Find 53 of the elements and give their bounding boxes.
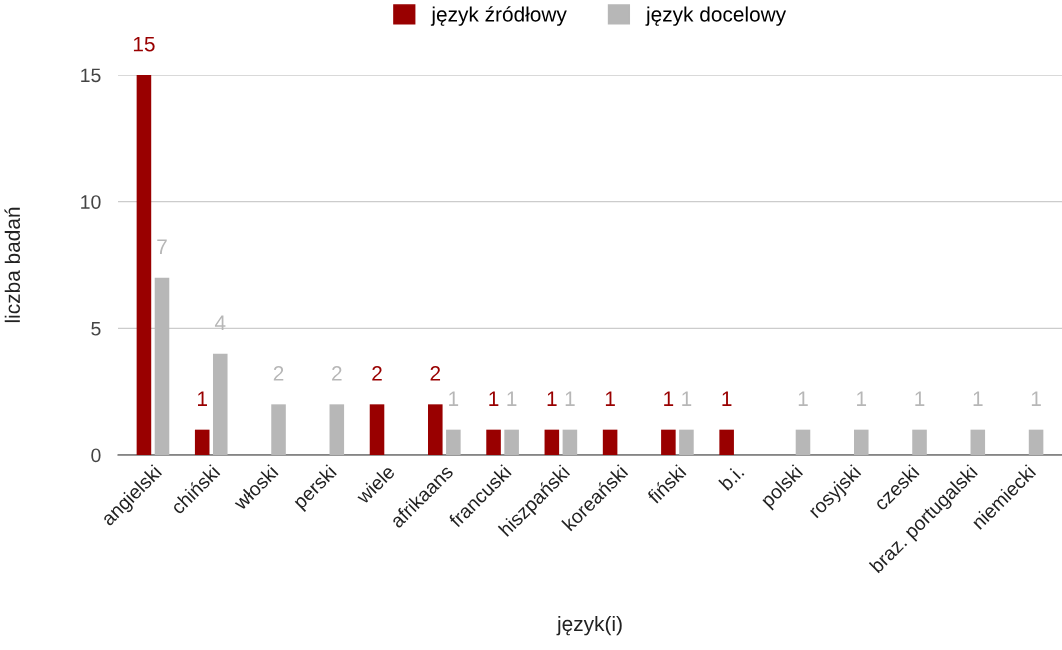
bar (136, 75, 152, 455)
bar (486, 429, 501, 455)
data-label: 7 (157, 239, 167, 254)
bar (271, 404, 286, 455)
x-axis-title: język(i) (556, 615, 622, 636)
bar (602, 429, 618, 455)
data-label: 1 (682, 391, 692, 406)
data-label: 2 (372, 366, 382, 381)
bar (795, 429, 811, 455)
bar (562, 429, 578, 455)
bar (369, 404, 385, 455)
y-tick-label: 15 (81, 68, 101, 83)
x-tick-label: b.i. (718, 464, 745, 491)
bar (661, 429, 676, 455)
bar (504, 429, 519, 455)
bar (194, 429, 210, 455)
bar (719, 429, 734, 455)
data-label: 2 (430, 366, 441, 381)
data-label: 1 (857, 391, 867, 406)
data-label: 1 (722, 391, 732, 406)
data-label: 1 (973, 391, 983, 406)
data-label: 2 (273, 366, 284, 381)
bar (970, 429, 986, 455)
data-label: 2 (332, 366, 342, 381)
y-tick-label: 10 (81, 195, 101, 209)
legend-label: język źródłowy (430, 6, 567, 26)
bar (154, 277, 170, 455)
legend-label: język docelowy (645, 6, 787, 26)
data-label: 1 (198, 391, 207, 406)
bar (853, 429, 869, 455)
y-tick-label: 0 (91, 448, 101, 463)
data-label: 1 (507, 391, 517, 406)
data-label: 1 (605, 391, 615, 406)
data-label: 15 (133, 36, 155, 52)
bar (329, 404, 345, 455)
data-label: 1 (449, 391, 459, 406)
data-label: 1 (565, 391, 575, 406)
bar (1028, 429, 1044, 455)
y-tick-label: 5 (91, 322, 101, 336)
bar (446, 429, 461, 455)
bar (679, 429, 694, 455)
data-label: 1 (798, 391, 808, 406)
data-label: 1 (489, 391, 499, 406)
data-label: 1 (1031, 391, 1041, 406)
bar (428, 404, 443, 455)
y-axis-title: liczba badań (4, 207, 21, 323)
data-label: 1 (915, 391, 925, 406)
data-label: 1 (547, 391, 557, 406)
data-label: 1 (664, 391, 674, 406)
bar (912, 429, 927, 455)
bar (544, 429, 560, 455)
bar (212, 353, 228, 455)
data-label: 4 (214, 315, 226, 330)
